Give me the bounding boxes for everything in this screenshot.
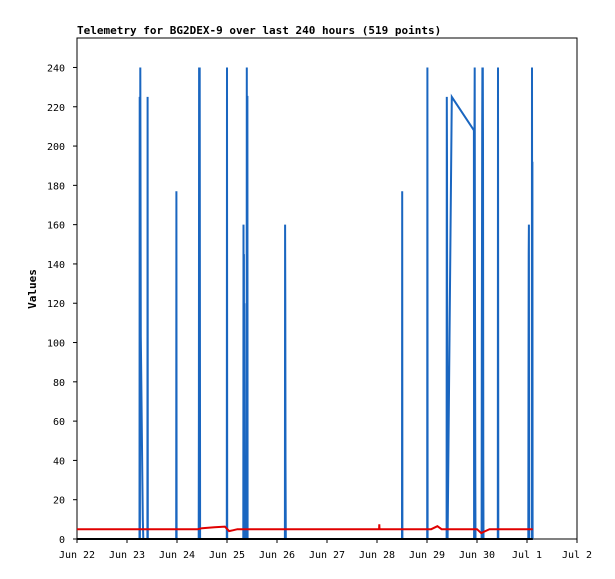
y-tick-label: 180 (47, 181, 65, 192)
x-tick-label: Jun 26 (259, 550, 295, 561)
y-tick-label: 200 (47, 142, 65, 153)
x-tick-label: Jun 22 (59, 550, 95, 561)
chart-title: Telemetry for BG2DEX-9 over last 240 hou… (77, 24, 441, 37)
y-tick-label: 20 (53, 496, 65, 507)
y-tick-label: 160 (47, 221, 65, 232)
y-tick-label: 240 (47, 63, 65, 74)
x-tick-label: Jun 30 (459, 550, 495, 561)
plot-area (76, 37, 578, 540)
y-tick-label: 80 (53, 378, 65, 389)
y-tick-label: 220 (47, 103, 65, 114)
y-tick-label: 0 (59, 535, 65, 546)
y-axis-label: Values (26, 269, 39, 309)
x-tick-label: Jun 29 (409, 550, 445, 561)
series-layer (77, 67, 534, 540)
y-tick-label: 100 (47, 339, 65, 350)
x-tick-label: Jun 24 (159, 550, 195, 561)
x-tick-label: Jun 27 (309, 550, 345, 561)
x-tick-label: Jul 2 (562, 550, 592, 561)
x-tick-label: Jun 23 (109, 550, 145, 561)
x-tick-label: Jun 28 (359, 550, 395, 561)
y-tick-label: 120 (47, 299, 65, 310)
axis-layer: 0 20 40 60 80 100 120 140 160 180 200 220 240 Jun 22 J… (47, 63, 592, 561)
y-tick-label: 60 (53, 417, 65, 428)
series-line-2 (77, 524, 533, 535)
x-tick-label: Jul 1 (512, 550, 542, 561)
y-tick-label: 140 (47, 260, 65, 271)
y-tick-label: 40 (53, 456, 65, 467)
x-tick-label: Jun 25 (209, 550, 245, 561)
